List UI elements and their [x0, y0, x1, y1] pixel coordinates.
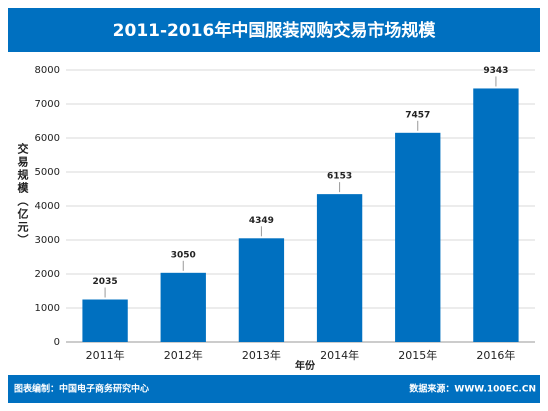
y-tick-label: 0 [54, 337, 60, 348]
x-tick-label: 2012年 [164, 348, 203, 362]
bar-annotation: 7457 [405, 110, 430, 120]
bar [82, 299, 128, 342]
footer-band [8, 375, 540, 403]
bar-annotation: 6153 [327, 172, 352, 182]
bar [238, 238, 285, 342]
x-tick-label: 2016年 [476, 348, 515, 362]
header-band [8, 8, 540, 52]
chart-title: 2011-2016年中国服装网购交易市场规模 [113, 20, 437, 41]
footer-right: 数据来源：WWW.100EC.CN [409, 383, 536, 395]
y-tick-label: 5000 [35, 167, 60, 178]
bar [160, 272, 206, 342]
y-tick-label: 6000 [35, 133, 60, 144]
y-tick-label: 4000 [35, 201, 60, 212]
bar-annotation: 4349 [249, 216, 274, 226]
y-tick-label: 7000 [35, 99, 60, 110]
bar [395, 132, 441, 342]
footer-left: 图表编制：中国电子商务研究中心 [14, 383, 149, 395]
y-tick-label: 8000 [35, 65, 60, 76]
y-tick-label: 3000 [35, 235, 60, 246]
bar-annotation: 2035 [93, 277, 118, 287]
bar-annotation: 9343 [483, 66, 508, 76]
x-tick-label: 2013年 [242, 348, 281, 362]
x-tick-label: 2015年 [398, 348, 437, 362]
bar [473, 88, 519, 342]
x-tick-label: 2014年 [320, 348, 359, 362]
y-axis-label: 交易规模（亿元） [16, 142, 30, 247]
y-tick-label: 2000 [35, 269, 60, 280]
x-axis-label: 年份 [295, 359, 316, 372]
bar [316, 194, 363, 342]
y-tick-label: 1000 [35, 303, 60, 314]
bar-annotation: 3050 [171, 250, 196, 260]
x-tick-label: 2011年 [86, 348, 125, 362]
